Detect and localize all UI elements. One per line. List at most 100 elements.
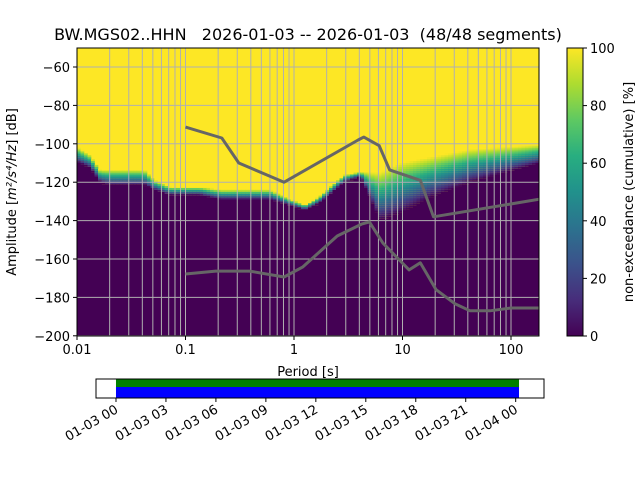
- ppsd-cell: [416, 201, 421, 204]
- ppsd-column-empty: [388, 216, 393, 336]
- ppsd-cell: [119, 176, 123, 179]
- ppsd-cell: [500, 153, 505, 156]
- ppsd-cell: [434, 187, 438, 190]
- ppsd-cell: [392, 168, 396, 171]
- ppsd-cell: [98, 180, 102, 183]
- ppsd-cell: [262, 197, 267, 200]
- ppsd-cell: [280, 199, 284, 202]
- ppsd-cell: [392, 201, 396, 204]
- ppsd-column-empty: [441, 191, 445, 336]
- colorbar-tick-label: 0: [590, 330, 598, 345]
- ppsd-column-empty: [185, 195, 190, 336]
- ppsd-cell: [441, 176, 445, 179]
- ppsd-cell: [486, 163, 491, 165]
- ppsd-cell: [521, 159, 526, 162]
- ppsd-cell: [413, 170, 417, 173]
- ppsd-cell: [458, 168, 463, 171]
- ppsd-cell: [444, 178, 449, 181]
- ppsd-cell: [115, 170, 120, 173]
- ppsd-cell: [434, 191, 438, 194]
- ppsd-cell: [507, 164, 512, 167]
- ppsd-cell: [129, 170, 134, 173]
- ppsd-cell: [322, 195, 326, 198]
- ppsd-cell: [451, 155, 456, 158]
- ppsd-cell: [399, 184, 403, 187]
- ppsd-cell: [406, 178, 410, 181]
- ppsd-cell: [374, 172, 379, 175]
- ppsd-cell: [469, 178, 473, 181]
- ppsd-cell: [528, 157, 533, 160]
- ppsd-cell: [343, 178, 347, 181]
- ppsd-cell: [399, 180, 403, 183]
- ppsd-cell: [378, 178, 382, 181]
- ppsd-cell: [133, 182, 137, 185]
- ppsd-cell: [444, 166, 449, 169]
- ppsd-cell: [399, 168, 403, 171]
- ppsd-cell: [385, 211, 389, 213]
- ppsd-cell: [455, 159, 459, 162]
- ppsd-column-empty: [371, 203, 375, 336]
- ppsd-cell: [385, 180, 389, 183]
- ppsd-cell: [378, 212, 382, 215]
- ppsd-cell: [409, 178, 414, 181]
- ppsd-cell: [371, 172, 375, 175]
- ppsd-cell: [479, 159, 484, 162]
- ppsd-cell: [318, 199, 323, 202]
- ppsd-cell: [245, 189, 249, 192]
- ppsd-cell: [535, 161, 539, 164]
- ppsd-cell: [161, 189, 165, 192]
- ppsd-cell: [115, 178, 120, 181]
- ppsd-cell: [161, 187, 165, 190]
- ppsd-cell: [371, 186, 375, 188]
- ppsd-cell: [409, 193, 414, 196]
- ppsd-cell: [238, 195, 242, 198]
- ppsd-cell: [427, 170, 431, 173]
- ppsd-cell: [399, 182, 403, 185]
- ppsd-cell: [98, 178, 102, 181]
- ppsd-column-empty: [108, 184, 113, 336]
- ppsd-cell: [430, 195, 435, 198]
- ppsd-cell: [430, 176, 435, 179]
- ppsd-cell: [511, 151, 515, 154]
- ppsd-cell: [315, 199, 319, 202]
- ppsd-cell: [122, 180, 127, 183]
- ppsd-cell: [329, 186, 333, 188]
- ppsd-cell: [430, 189, 435, 192]
- ppsd-cell: [171, 189, 176, 192]
- ppsd-cell: [448, 163, 452, 165]
- ppsd-cell: [451, 180, 456, 183]
- ppsd-cell: [437, 178, 442, 181]
- ppsd-cell: [371, 178, 375, 181]
- ppsd-cell: [273, 197, 277, 200]
- ppsd-cell: [381, 180, 386, 183]
- ppsd-column-empty: [318, 201, 323, 336]
- ppsd-cell: [189, 187, 193, 190]
- ppsd-cell: [105, 172, 109, 175]
- ppsd-cell: [147, 178, 151, 181]
- ppsd-cell: [479, 157, 484, 160]
- ppsd-cell: [430, 168, 435, 171]
- ppsd-cell: [378, 201, 382, 204]
- ppsd-cell: [399, 187, 403, 190]
- ppsd-cell: [164, 189, 169, 192]
- ppsd-cell: [238, 197, 242, 200]
- ppsd-cell: [430, 182, 435, 185]
- ppsd-cell: [381, 184, 386, 187]
- ppsd-cell: [206, 187, 211, 190]
- ppsd-cell: [448, 159, 452, 162]
- ppsd-cell: [318, 197, 323, 200]
- ppsd-cell: [189, 193, 193, 196]
- ppsd-cell: [420, 199, 424, 202]
- ppsd-cell: [339, 180, 344, 183]
- timeline-tick-label: 01-03 03: [113, 402, 171, 444]
- ppsd-cell: [500, 168, 505, 171]
- ppsd-cell: [479, 149, 484, 152]
- ppsd-cell: [364, 176, 368, 179]
- ppsd-cell: [416, 191, 421, 194]
- ppsd-cell: [448, 176, 452, 179]
- ppsd-cell: [427, 187, 431, 190]
- ppsd-cell: [399, 170, 403, 173]
- ppsd-cell: [525, 157, 529, 160]
- ppsd-cell: [497, 151, 501, 154]
- ppsd-cell: [518, 159, 522, 162]
